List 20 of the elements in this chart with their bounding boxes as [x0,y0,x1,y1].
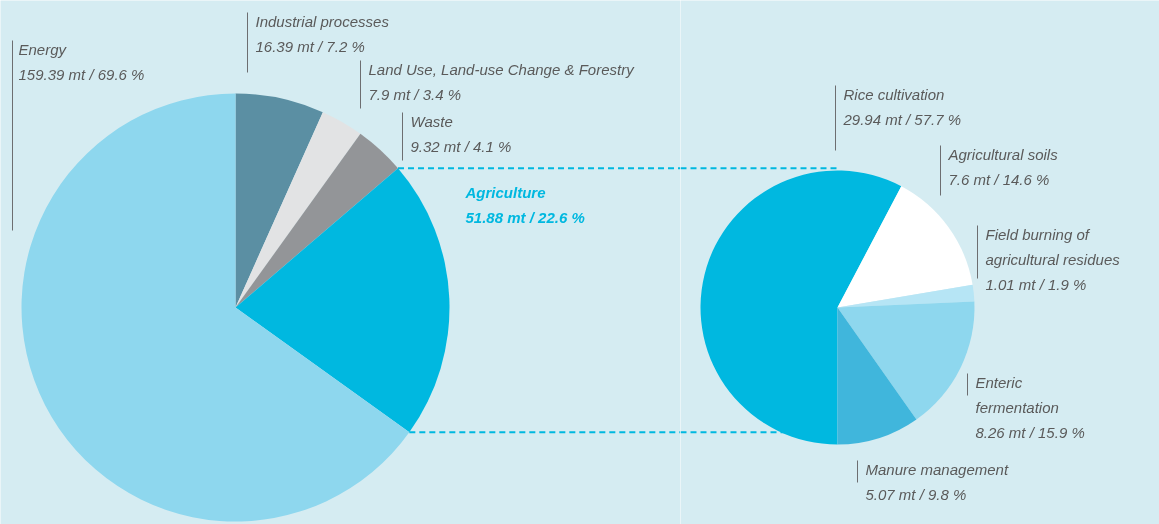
slice-label: Enteric fermentation [975,373,1059,416]
slice-label: Agriculture [464,183,546,201]
data-label: 5.07 mt / 9.8 % [865,485,967,503]
data-label: 7.9 mt / 3.4 % [368,85,462,103]
data-label: 16.39 mt / 7.2 % [255,37,365,55]
slice-label: Field burning of agricultural residues [985,225,1121,268]
data-label: 7.6 mt / 14.6 % [948,170,1050,188]
data-label: 8.26 mt / 15.9 % [975,423,1085,441]
data-label: 29.94 mt / 57.7 % [842,110,962,128]
slice-label: Energy [18,40,68,58]
data-label: 51.88 mt / 22.6 % [465,208,585,226]
data-label: 159.39 mt / 69.6 % [18,65,145,83]
slice-label: Waste [410,112,453,130]
slice-label: Manure management [865,460,1009,478]
slice-label: Industrial processes [255,12,390,30]
data-label: 1.01 mt / 1.9 % [985,275,1087,293]
data-label: 9.32 mt / 4.1 % [410,137,512,155]
slice-label: Rice cultivation [843,85,945,103]
slice-label: Agricultural soils [947,145,1059,163]
slice-label: Land Use, Land-use Change & Forestry [368,60,636,78]
